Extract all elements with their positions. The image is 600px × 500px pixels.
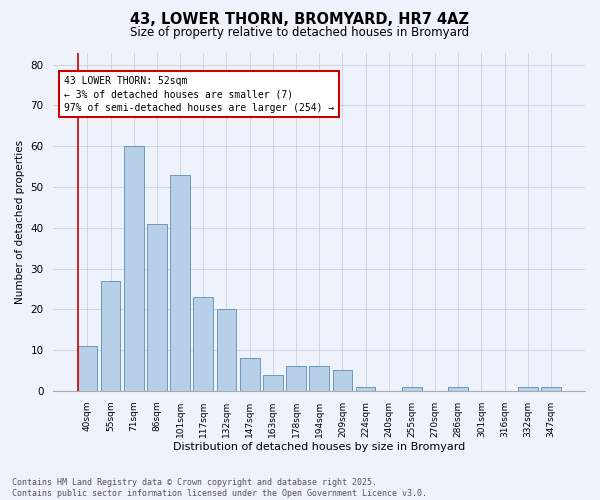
- Text: Size of property relative to detached houses in Bromyard: Size of property relative to detached ho…: [130, 26, 470, 39]
- Bar: [332, 370, 352, 391]
- Y-axis label: Number of detached properties: Number of detached properties: [15, 140, 25, 304]
- Text: Contains HM Land Registry data © Crown copyright and database right 2025.
Contai: Contains HM Land Registry data © Crown c…: [12, 478, 427, 498]
- X-axis label: Distribution of detached houses by size in Bromyard: Distribution of detached houses by size …: [173, 442, 466, 452]
- Bar: [541, 387, 561, 391]
- Bar: [356, 387, 376, 391]
- Bar: [170, 175, 190, 391]
- Bar: [286, 366, 306, 391]
- Bar: [448, 387, 468, 391]
- Bar: [217, 310, 236, 391]
- Bar: [263, 374, 283, 391]
- Text: 43, LOWER THORN, BROMYARD, HR7 4AZ: 43, LOWER THORN, BROMYARD, HR7 4AZ: [131, 12, 470, 28]
- Bar: [518, 387, 538, 391]
- Bar: [124, 146, 143, 391]
- Bar: [402, 387, 422, 391]
- Bar: [77, 346, 97, 391]
- Bar: [240, 358, 260, 391]
- Bar: [147, 224, 167, 391]
- Bar: [193, 297, 213, 391]
- Bar: [101, 281, 121, 391]
- Bar: [310, 366, 329, 391]
- Text: 43 LOWER THORN: 52sqm
← 3% of detached houses are smaller (7)
97% of semi-detach: 43 LOWER THORN: 52sqm ← 3% of detached h…: [64, 76, 334, 112]
